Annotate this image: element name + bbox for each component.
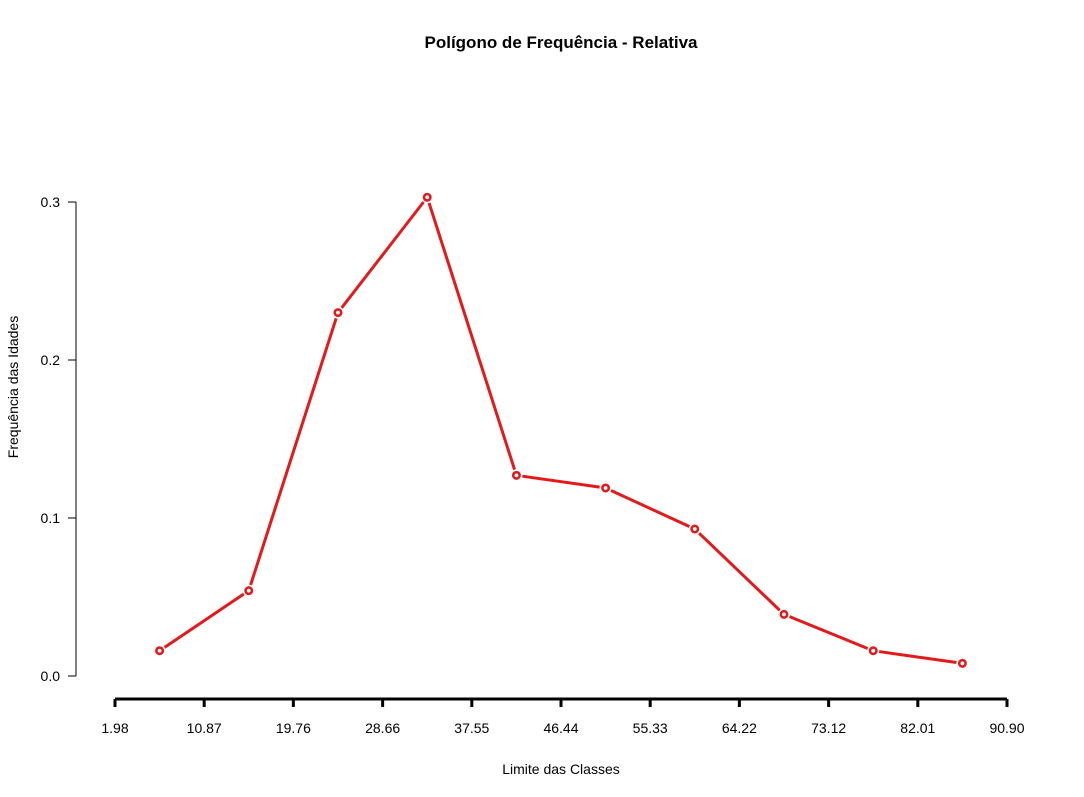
data-point xyxy=(511,470,521,480)
data-point xyxy=(957,658,967,668)
x-tick-label: 82.01 xyxy=(900,720,935,736)
y-tick-label: 0.2 xyxy=(41,352,61,368)
y-tick-label: 0.1 xyxy=(41,510,61,526)
x-tick-label: 55.33 xyxy=(633,720,668,736)
data-point xyxy=(779,609,789,619)
data-point xyxy=(155,646,165,656)
data-point xyxy=(333,308,343,318)
y-tick-label: 0.0 xyxy=(41,668,61,684)
y-axis-label: Frequência das Idades xyxy=(5,316,21,458)
data-point xyxy=(244,586,254,596)
data-point xyxy=(422,192,432,202)
series-line-segment xyxy=(610,489,690,528)
series-line-segment xyxy=(163,592,245,649)
chart-title: Polígono de Frequência - Relativa xyxy=(425,33,699,52)
series-line-segment xyxy=(427,202,517,471)
series-line-segment xyxy=(340,201,425,309)
y-axis: 0.0 0.1 0.2 0.3 xyxy=(41,194,77,684)
x-tick-label: 19.76 xyxy=(276,720,311,736)
x-axis: 1.98 10.87 19.76 28.66 37.55 46.44 55.33 64.22 7… xyxy=(101,697,1025,736)
x-tick-label: 37.55 xyxy=(454,720,489,736)
x-tick-label: 90.90 xyxy=(989,720,1024,736)
x-tick-label: 10.87 xyxy=(187,720,222,736)
y-tick-label: 0.3 xyxy=(41,194,61,210)
data-point xyxy=(690,524,700,534)
x-tick-label: 28.66 xyxy=(365,720,400,736)
series-line-segment xyxy=(788,615,869,650)
series-line-segment xyxy=(522,474,600,489)
data-point xyxy=(601,483,611,493)
x-tick-label: 1.98 xyxy=(101,720,128,736)
x-axis-label: Limite das Classes xyxy=(502,761,620,777)
x-tick-label: 73.12 xyxy=(811,720,846,736)
series-line-segment xyxy=(878,650,957,665)
series-line-segment xyxy=(249,317,338,586)
series-line-segment xyxy=(698,532,781,612)
x-tick-label: 46.44 xyxy=(543,720,578,736)
data-point xyxy=(868,646,878,656)
x-tick-label: 64.22 xyxy=(722,720,757,736)
series-layer xyxy=(155,192,967,668)
